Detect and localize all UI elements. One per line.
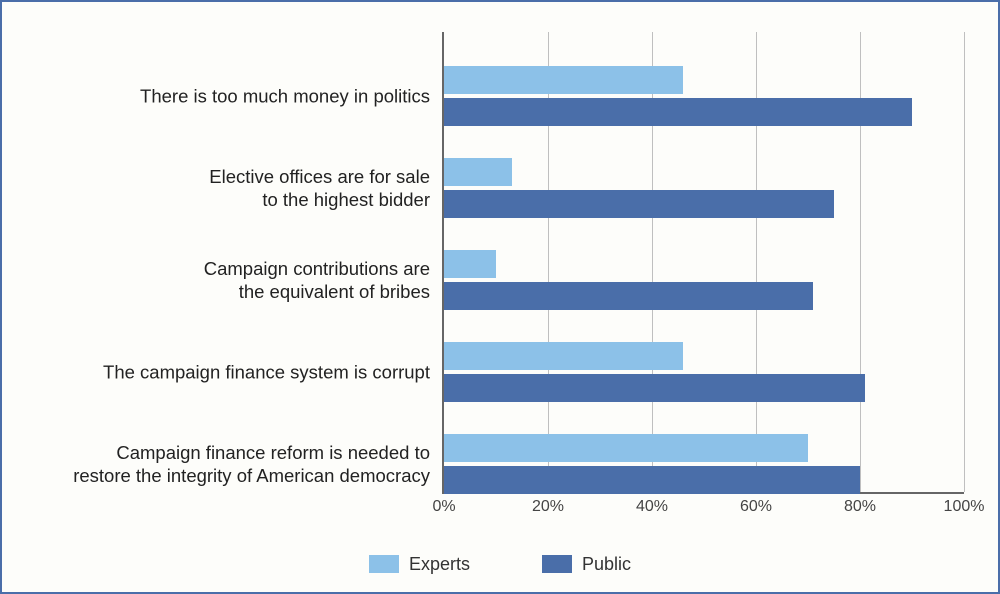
bar-experts — [444, 342, 683, 370]
bar-public — [444, 374, 865, 402]
x-tick-label: 60% — [740, 498, 772, 516]
bar-experts — [444, 434, 808, 462]
category-label-line: Elective offices are for sale — [20, 165, 430, 188]
category-label-line: to the highest bidder — [20, 188, 430, 211]
category-label-line: Campaign finance reform is needed to — [20, 441, 430, 464]
legend-swatch — [542, 555, 572, 573]
category-label-line: Campaign contributions are — [20, 257, 430, 280]
category-label: Campaign finance reform is needed torest… — [20, 441, 430, 487]
bar-public — [444, 190, 834, 218]
legend-label: Public — [582, 554, 631, 575]
legend-label: Experts — [409, 554, 470, 575]
category-label: Campaign contributions arethe equivalent… — [20, 257, 430, 303]
x-tick-label: 40% — [636, 498, 668, 516]
x-tick-label: 20% — [532, 498, 564, 516]
x-tick-label: 100% — [944, 498, 985, 516]
plot-area: 0%20%40%60%80%100%There is too much mone… — [442, 32, 964, 494]
x-tick-label: 80% — [844, 498, 876, 516]
bar-experts — [444, 250, 496, 278]
category-label: Elective offices are for saleto the high… — [20, 165, 430, 211]
bar-experts — [444, 158, 512, 186]
bar-public — [444, 466, 860, 494]
legend-swatch — [369, 555, 399, 573]
bar-public — [444, 98, 912, 126]
category-label: There is too much money in politics — [20, 84, 430, 107]
gridline — [964, 32, 965, 492]
legend-item-public: Public — [542, 554, 631, 575]
bar-experts — [444, 66, 683, 94]
bar-public — [444, 282, 813, 310]
x-tick-label: 0% — [432, 498, 455, 516]
category-label-line: the equivalent of bribes — [20, 280, 430, 303]
category-label-line: There is too much money in politics — [20, 84, 430, 107]
category-label: The campaign finance system is corrupt — [20, 360, 430, 383]
category-label-line: The campaign finance system is corrupt — [20, 360, 430, 383]
chart-frame: 0% 20% 40% 60% 80% 100% There is too much mone… — [0, 0, 1000, 594]
legend: Experts Public — [2, 554, 998, 579]
legend-item-experts: Experts — [369, 554, 470, 575]
category-label-line: restore the integrity of American democr… — [20, 464, 430, 487]
